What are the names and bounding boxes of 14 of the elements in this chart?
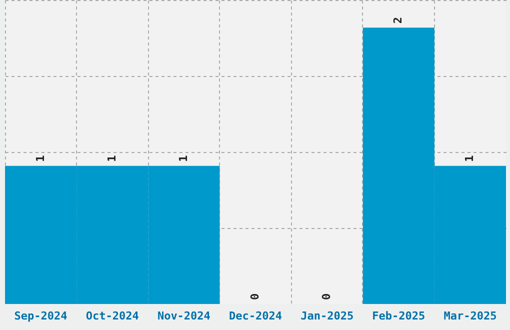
data-label: 1 (463, 154, 476, 162)
x-tick-label: Jan-2025 (300, 310, 354, 322)
data-label: 1 (176, 154, 190, 162)
x-tick-label: Mar-2025 (444, 310, 497, 322)
x-tick-label: Feb-2025 (372, 310, 426, 322)
x-tick-label: Oct-2024 (86, 310, 140, 322)
data-label: 2 (392, 17, 405, 24)
data-label: 1 (34, 154, 47, 162)
data-label: 0 (248, 293, 262, 300)
x-tick-label: Sep-2024 (14, 310, 68, 322)
x-tick-label: Dec-2024 (229, 310, 282, 322)
data-label: 1 (105, 154, 118, 162)
data-label: 0 (320, 293, 334, 300)
x-tick-label: Nov-2024 (157, 310, 211, 322)
